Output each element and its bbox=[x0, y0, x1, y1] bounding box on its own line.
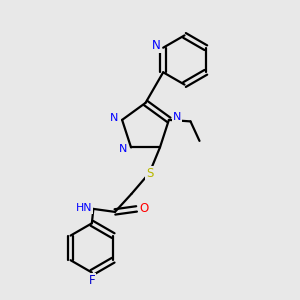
Text: S: S bbox=[146, 167, 153, 180]
Text: N: N bbox=[110, 113, 118, 123]
Text: N: N bbox=[152, 39, 161, 52]
Text: O: O bbox=[140, 202, 149, 215]
Text: N: N bbox=[173, 112, 182, 122]
Text: F: F bbox=[88, 274, 95, 286]
Text: HN: HN bbox=[76, 203, 93, 213]
Text: N: N bbox=[118, 144, 127, 154]
